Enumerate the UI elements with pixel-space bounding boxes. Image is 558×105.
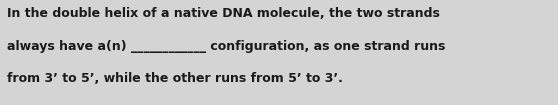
Text: always have a(n) ____________ configuration, as one strand runs: always have a(n) ____________ configurat… <box>7 40 446 53</box>
Text: from 3’ to 5’, while the other runs from 5’ to 3’.: from 3’ to 5’, while the other runs from… <box>7 72 343 85</box>
Text: In the double helix of a native DNA molecule, the two strands: In the double helix of a native DNA mole… <box>7 7 440 20</box>
